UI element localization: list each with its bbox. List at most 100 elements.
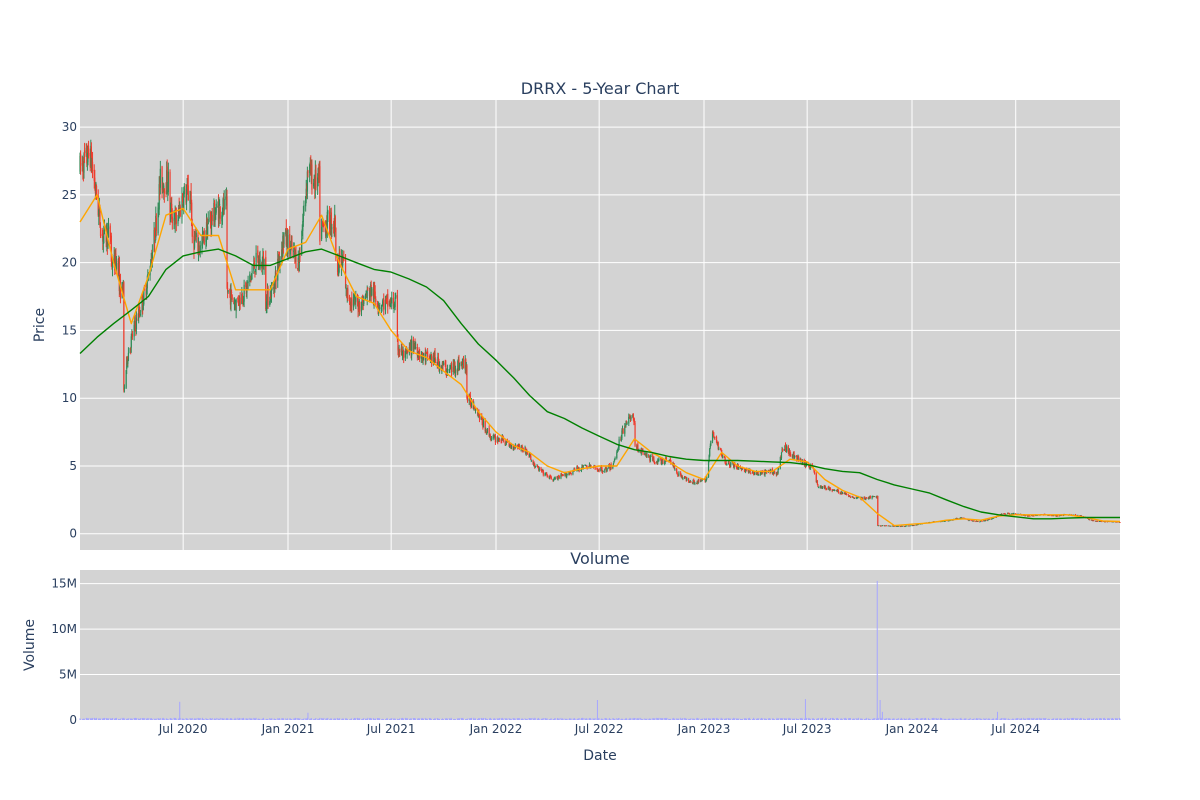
candle-body: [904, 526, 906, 528]
volume-bar: [465, 718, 467, 720]
candle-body: [697, 480, 699, 484]
candle-body: [534, 463, 536, 468]
candle-body: [330, 212, 332, 231]
volume-bar: [467, 718, 469, 720]
candle-body: [82, 161, 84, 172]
candle-body: [714, 437, 716, 438]
volume-bar: [759, 719, 761, 720]
volume-bar: [510, 718, 512, 720]
volume-bar: [117, 718, 119, 720]
candle-body: [729, 463, 731, 467]
volume-bar: [281, 718, 283, 720]
volume-bar: [596, 700, 598, 720]
volume-bar: [396, 718, 398, 720]
volume-bar: [405, 718, 407, 720]
candle-body: [817, 484, 819, 487]
volume-bar: [203, 719, 205, 720]
candle-body: [376, 302, 379, 309]
volume-bar: [612, 718, 614, 720]
volume-bar: [665, 718, 667, 720]
volume-bar: [753, 717, 755, 720]
volume-bar: [931, 718, 933, 720]
volume-bar: [191, 718, 193, 720]
candle-body: [617, 447, 620, 450]
volume-bar: [927, 719, 929, 720]
candle-body: [219, 206, 221, 219]
volume-plot-area[interactable]: [80, 570, 1120, 720]
volume-bar: [584, 718, 586, 720]
candle-body: [246, 283, 249, 286]
volume-bar: [947, 718, 949, 720]
volume-bar: [518, 718, 520, 720]
volume-bar: [560, 717, 562, 720]
volume-bar: [1101, 718, 1103, 720]
volume-bar: [917, 718, 919, 720]
volume-bar: [351, 719, 353, 720]
volume-bar: [1007, 718, 1009, 720]
candle-body: [560, 474, 562, 479]
volume-bar: [337, 717, 339, 720]
candle-body: [478, 412, 480, 415]
volume-bar: [557, 719, 559, 720]
candle-body: [183, 191, 185, 210]
volume-bar: [353, 719, 355, 720]
volume-bar: [321, 718, 323, 720]
candle-body: [494, 436, 497, 443]
candle-body: [355, 297, 357, 303]
candle-body: [307, 171, 309, 173]
volume-bar: [1011, 719, 1013, 720]
candle-body: [363, 297, 365, 305]
volume-bar: [720, 717, 722, 720]
candle-body: [173, 218, 175, 221]
volume-bar: [223, 718, 225, 720]
volume-bar: [944, 718, 946, 720]
price-plot-area[interactable]: [80, 100, 1120, 550]
volume-bar: [227, 718, 229, 720]
candle-body: [338, 263, 340, 275]
volume-bar: [765, 718, 767, 720]
volume-bar: [138, 718, 140, 720]
volume-bar: [737, 718, 739, 720]
volume-bar: [358, 719, 360, 720]
volume-bar: [198, 718, 200, 720]
volume-bar: [135, 718, 137, 720]
volume-bar: [989, 719, 991, 720]
volume-bar: [169, 718, 171, 720]
volume-bar: [1063, 718, 1065, 720]
volume-bar: [580, 717, 582, 720]
volume-bar: [394, 718, 396, 720]
volume-bar: [968, 718, 970, 720]
candle-body: [829, 488, 832, 491]
volume-bar: [1108, 718, 1110, 720]
volume-bar: [777, 719, 779, 720]
volume-bar: [622, 719, 624, 720]
volume-bar: [147, 717, 149, 720]
volume-bar: [580, 718, 582, 720]
volume-bar: [684, 717, 686, 720]
candle-body: [799, 458, 801, 461]
volume-bar: [94, 717, 96, 720]
candle-body: [174, 211, 176, 225]
volume-bar: [904, 718, 906, 720]
candle-body: [746, 469, 748, 471]
volume-bar: [171, 718, 173, 720]
volume-bar: [1064, 718, 1066, 720]
volume-bar: [776, 717, 778, 720]
volume-bar: [821, 718, 823, 720]
candle-body: [416, 347, 418, 356]
volume-bar: [210, 718, 212, 720]
volume-bar: [869, 719, 871, 720]
candle-body: [711, 432, 714, 442]
volume-bar: [1007, 719, 1009, 720]
volume-bar: [633, 718, 635, 720]
volume-bar: [484, 718, 486, 720]
volume-bar: [1061, 718, 1063, 720]
volume-bar: [215, 717, 217, 720]
volume-bar: [984, 719, 986, 720]
volume-bar: [1072, 717, 1074, 720]
price-y-axis-title: Price: [32, 308, 48, 342]
volume-y-tick: 5M: [59, 668, 77, 682]
candle-body: [195, 237, 197, 239]
candle-body: [375, 298, 377, 302]
volume-bar: [653, 718, 655, 720]
